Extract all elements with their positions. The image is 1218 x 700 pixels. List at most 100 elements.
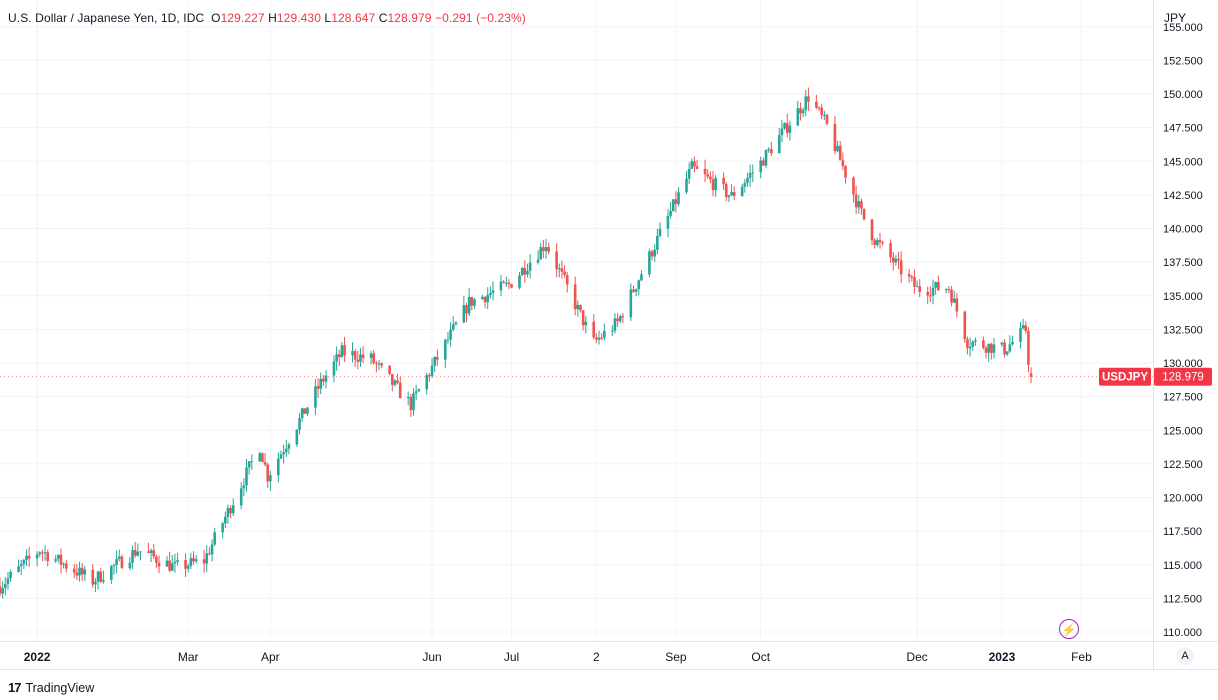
candle-body (971, 341, 975, 347)
candle-body (823, 114, 826, 116)
candle-body (634, 289, 638, 292)
candle-body (398, 382, 402, 399)
candle-body (319, 378, 323, 389)
x-tick-label: Apr (261, 650, 280, 664)
x-tick-label: Mar (178, 650, 199, 664)
auto-scale-button[interactable]: A (1176, 647, 1194, 665)
candle-body (155, 556, 158, 563)
candle-body (489, 292, 492, 295)
chart-area[interactable]: 110.000 112.500 115.000 117.500 120.000 122.5… (0, 0, 1218, 670)
candle-body (600, 337, 603, 339)
candle-body (46, 552, 50, 562)
candle-body (817, 107, 821, 109)
candle-body (57, 554, 60, 560)
candle-body (226, 507, 230, 517)
candle-body (242, 485, 246, 489)
candle-body (833, 123, 837, 152)
candle-body (595, 337, 598, 340)
candle-body (1008, 344, 1012, 352)
candle-body (316, 386, 320, 389)
candle-body (881, 242, 884, 244)
candle-body (324, 375, 328, 382)
candle-body (184, 560, 187, 569)
candle-body (149, 550, 153, 553)
candle-body (801, 110, 805, 114)
candle-body (695, 166, 699, 169)
candle-body (687, 168, 691, 179)
candle-body (966, 339, 969, 349)
candle-body (743, 182, 747, 187)
candle-body (982, 340, 985, 348)
candle-body (727, 195, 731, 197)
candle-body (409, 397, 413, 411)
candle-body (666, 215, 670, 229)
candle-body (340, 345, 344, 358)
candle-body (208, 553, 211, 555)
candle-body (857, 201, 861, 208)
y-tick-label: 110.000 (1163, 627, 1202, 639)
candle-body (266, 464, 270, 482)
candle-body (388, 365, 391, 375)
candle-body (894, 258, 898, 263)
low-value: 128.647 (331, 11, 376, 25)
candle-body (38, 552, 42, 555)
y-tick-label: 127.500 (1163, 392, 1203, 404)
candle-body (629, 289, 633, 318)
candle-body (915, 286, 919, 288)
candle-body (1000, 342, 1004, 345)
candle-body (952, 298, 956, 303)
candle-body (1003, 342, 1006, 355)
high-label: H (268, 11, 277, 25)
symbol-tag (1099, 367, 1151, 386)
candle-body (565, 275, 569, 285)
candle-body (777, 135, 781, 154)
candlestick-chart[interactable]: 110.000 112.500 115.000 117.500 120.000 122.5… (0, 0, 1218, 670)
candle-body (250, 461, 254, 463)
candle-body (709, 176, 712, 180)
candle-body (120, 556, 124, 569)
tradingview-logo-icon: 17 (8, 680, 22, 695)
candle-body (486, 294, 490, 303)
candle-body (430, 365, 434, 376)
candle-body (59, 554, 63, 565)
candle-body (899, 260, 903, 275)
candle-body (918, 286, 922, 292)
candle-body (876, 240, 879, 245)
candle-body (277, 458, 280, 476)
candle-body (300, 408, 304, 419)
candle-body (990, 343, 993, 353)
price-tag-label: 128.979 (1162, 372, 1204, 384)
x-tick-label: Dec (906, 650, 927, 664)
y-tick-label: 112.500 (1163, 593, 1202, 605)
candle-body (27, 555, 31, 559)
candle-body (353, 351, 357, 360)
candle-body (1011, 341, 1014, 345)
candle-body (417, 389, 421, 392)
candle-body (1, 588, 4, 594)
candle-body (523, 268, 527, 275)
candle-body (955, 298, 959, 312)
candle-body (194, 559, 198, 562)
candle-body (502, 281, 505, 283)
close-label: C (378, 11, 388, 25)
candle-body (669, 210, 672, 216)
candle-body (83, 569, 87, 575)
candle-body (298, 418, 301, 430)
candle-body (950, 289, 953, 303)
price-unit-label: JPY (1164, 11, 1187, 25)
candle-body (603, 330, 606, 338)
candle-body (913, 276, 916, 287)
brand-footer[interactable]: 17 TradingView (8, 680, 94, 695)
candle-body (937, 282, 940, 291)
candle-body (783, 122, 786, 129)
candle-body (796, 108, 800, 126)
lightning-alert-icon[interactable]: ⚡ (1059, 619, 1079, 639)
x-tick-label: Jul (504, 650, 519, 664)
candle-body (1024, 325, 1028, 332)
candle-body (722, 177, 725, 185)
candle-body (396, 380, 399, 383)
x-tick-label: Feb (1071, 650, 1092, 664)
candle-body (110, 566, 113, 580)
candle-body (428, 375, 431, 377)
y-tick-label: 115.000 (1163, 560, 1202, 572)
